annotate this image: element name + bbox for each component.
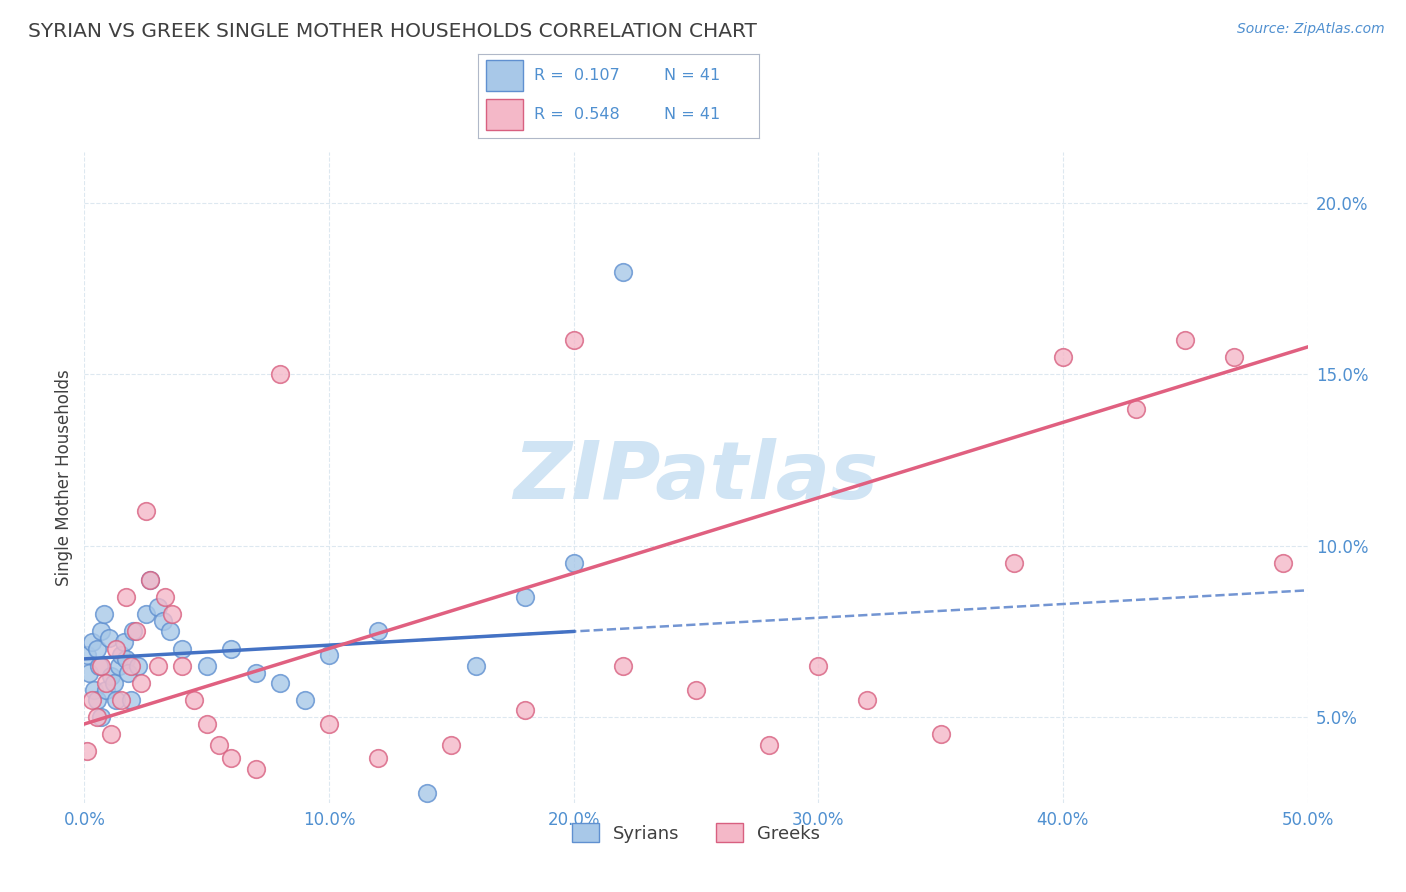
Point bbox=[513, 590, 536, 604]
Point bbox=[86, 693, 108, 707]
Point bbox=[159, 624, 181, 639]
Point bbox=[100, 727, 122, 741]
Point bbox=[105, 693, 128, 707]
Point bbox=[76, 744, 98, 758]
Point bbox=[269, 676, 291, 690]
Point bbox=[153, 590, 176, 604]
Point bbox=[90, 624, 112, 639]
Text: R =  0.107: R = 0.107 bbox=[534, 68, 620, 83]
Point bbox=[758, 738, 780, 752]
Point bbox=[86, 710, 108, 724]
Point bbox=[562, 333, 585, 347]
Point bbox=[318, 648, 340, 663]
Point bbox=[162, 607, 184, 622]
Point bbox=[183, 693, 205, 707]
Point bbox=[83, 682, 105, 697]
Point bbox=[269, 368, 291, 382]
Point bbox=[96, 682, 118, 697]
Point bbox=[172, 641, 194, 656]
Text: ZIPatlas: ZIPatlas bbox=[513, 438, 879, 516]
Y-axis label: Single Mother Households: Single Mother Households bbox=[55, 369, 73, 585]
Point bbox=[219, 751, 242, 765]
Point bbox=[76, 648, 98, 663]
Point bbox=[86, 641, 108, 656]
Point bbox=[318, 717, 340, 731]
Point bbox=[929, 727, 952, 741]
Point bbox=[416, 785, 439, 799]
Point bbox=[146, 658, 169, 673]
Point bbox=[219, 641, 242, 656]
Point bbox=[1052, 351, 1074, 365]
Point bbox=[1174, 333, 1197, 347]
Point bbox=[152, 614, 174, 628]
Point bbox=[294, 693, 316, 707]
Point bbox=[367, 624, 389, 639]
Legend: Syrians, Greeks: Syrians, Greeks bbox=[572, 823, 820, 843]
Point bbox=[105, 641, 128, 656]
Point bbox=[107, 658, 129, 673]
Point bbox=[367, 751, 389, 765]
Point bbox=[90, 710, 112, 724]
FancyBboxPatch shape bbox=[486, 61, 523, 91]
Point bbox=[122, 624, 145, 639]
Point bbox=[97, 632, 120, 646]
Point bbox=[208, 738, 231, 752]
FancyBboxPatch shape bbox=[486, 99, 523, 130]
Point bbox=[87, 658, 110, 673]
Point bbox=[112, 634, 135, 648]
Point bbox=[139, 573, 162, 587]
Point bbox=[80, 634, 103, 648]
Point bbox=[117, 665, 139, 680]
Point bbox=[513, 703, 536, 717]
Text: SYRIAN VS GREEK SINGLE MOTHER HOUSEHOLDS CORRELATION CHART: SYRIAN VS GREEK SINGLE MOTHER HOUSEHOLDS… bbox=[28, 22, 756, 41]
Point bbox=[562, 556, 585, 570]
Point bbox=[115, 652, 138, 666]
Point bbox=[120, 693, 142, 707]
Point bbox=[612, 264, 634, 278]
Point bbox=[195, 717, 218, 731]
Point bbox=[127, 658, 149, 673]
Point bbox=[129, 676, 152, 690]
Point bbox=[172, 658, 194, 673]
Point bbox=[195, 658, 218, 673]
Point bbox=[90, 658, 112, 673]
Point bbox=[1002, 556, 1025, 570]
Point bbox=[1223, 351, 1246, 365]
Point bbox=[100, 669, 122, 683]
Point bbox=[464, 658, 486, 673]
Point bbox=[245, 665, 267, 680]
Point bbox=[135, 504, 157, 518]
Point bbox=[77, 665, 100, 680]
Point bbox=[125, 624, 148, 639]
Point bbox=[1272, 556, 1295, 570]
Text: N = 41: N = 41 bbox=[664, 68, 720, 83]
Point bbox=[856, 693, 879, 707]
Text: R =  0.548: R = 0.548 bbox=[534, 107, 620, 122]
Text: N = 41: N = 41 bbox=[664, 107, 720, 122]
Point bbox=[146, 600, 169, 615]
Point bbox=[612, 658, 634, 673]
Point bbox=[115, 590, 138, 604]
Point bbox=[80, 693, 103, 707]
Point bbox=[93, 607, 115, 622]
Point bbox=[135, 607, 157, 622]
Point bbox=[1125, 401, 1147, 416]
Text: Source: ZipAtlas.com: Source: ZipAtlas.com bbox=[1237, 22, 1385, 37]
Point bbox=[103, 676, 125, 690]
Point bbox=[807, 658, 830, 673]
Point bbox=[110, 648, 132, 663]
Point bbox=[139, 573, 162, 587]
Point bbox=[120, 658, 142, 673]
Point bbox=[110, 693, 132, 707]
Point bbox=[96, 676, 118, 690]
Point bbox=[440, 738, 463, 752]
Point bbox=[685, 682, 707, 697]
Point bbox=[245, 762, 267, 776]
